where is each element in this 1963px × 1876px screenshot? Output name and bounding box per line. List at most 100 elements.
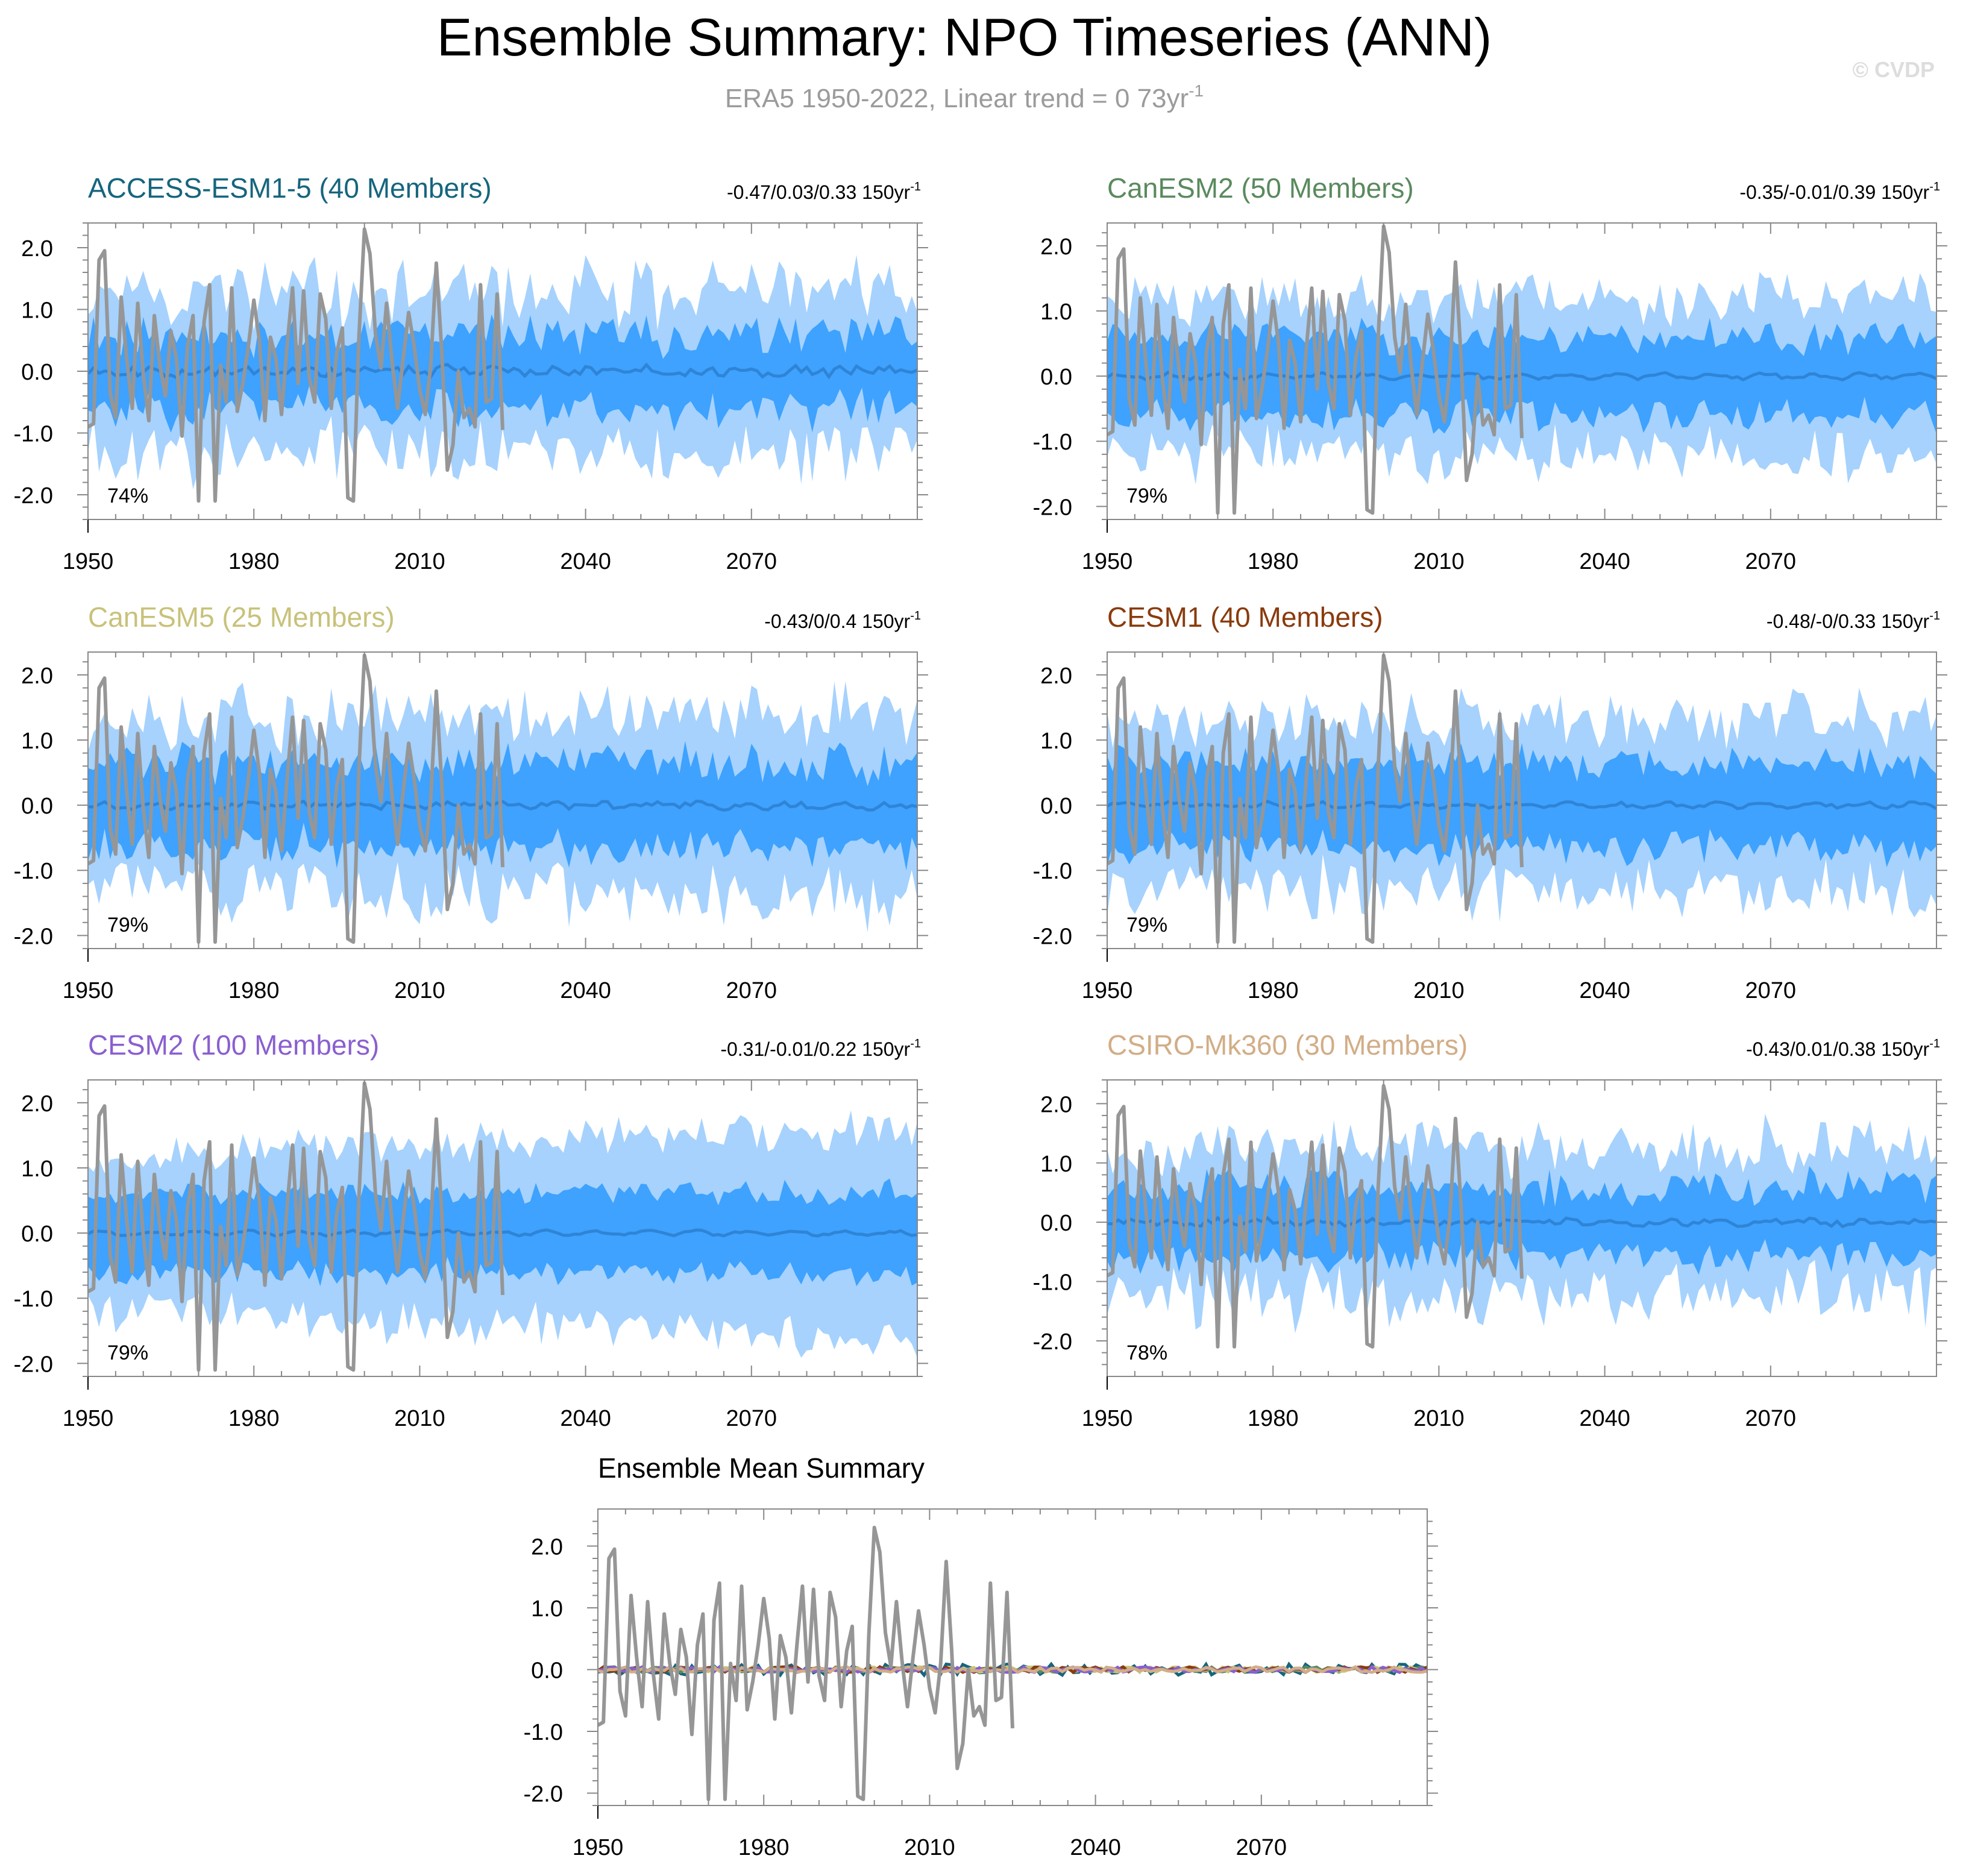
panel-trend: -0.31/-0.01/0.22 150yr-1 <box>720 1037 921 1060</box>
panel-trend-sup: -1 <box>1929 1037 1940 1050</box>
panel-pct-label: 79% <box>1126 914 1167 936</box>
y-tick-label: 0.0 <box>1040 794 1072 819</box>
x-tick-label: 1980 <box>228 978 280 1003</box>
x-tick-label: 1980 <box>1248 1406 1299 1431</box>
panel-title: CESM2 (100 Members) <box>88 1029 379 1061</box>
panel-title: Ensemble Mean Summary <box>598 1452 925 1484</box>
y-tick-label: -1.0 <box>14 422 53 447</box>
x-tick-label: 2040 <box>1579 1406 1630 1431</box>
panel-pct-label: 78% <box>1126 1341 1167 1364</box>
observed-line <box>88 653 504 944</box>
plot-area <box>598 1525 1427 1801</box>
x-tick-label: 2070 <box>1745 978 1797 1003</box>
figure-subtitle: ERA5 1950-2022, Linear trend = 0 73yr-1 <box>725 81 1204 113</box>
y-tick-label: 1.0 <box>1040 1152 1072 1177</box>
observed-line <box>1107 1084 1524 1349</box>
y-tick-label: -1.0 <box>14 859 53 884</box>
x-tick-label: 2040 <box>1070 1835 1121 1860</box>
panel-trend: -0.35/-0.01/0.39 150yr-1 <box>1739 180 1940 203</box>
x-tick-label: 2070 <box>1745 549 1797 574</box>
plot-area <box>1107 224 1936 515</box>
x-tick-label: 2010 <box>1413 1406 1465 1431</box>
panels-layer: 1950 1980 2010 2040 2070 2.0 1.0 0.0 -1.0 -2.0 ACC… <box>14 172 1947 1860</box>
y-tick-label: 0.0 <box>21 1222 53 1247</box>
y-tick-label: 0.0 <box>531 1658 563 1684</box>
panel-5: 1950 1980 2010 2040 2070 2.0 1.0 0.0 -1.0 -2.0 CSI… <box>1033 1029 1947 1431</box>
x-tick-label: 1950 <box>1082 1406 1133 1431</box>
y-tick-label: -1.0 <box>1033 430 1072 455</box>
x-tick-label: 2040 <box>560 1406 611 1431</box>
y-tick-label: 0.0 <box>21 360 53 385</box>
panel-trend-values: -0.43/0.01/0.38 150yr <box>1746 1038 1930 1060</box>
observed-line <box>88 227 504 503</box>
panel-trend-values: -0.48/-0/0.33 150yr <box>1767 610 1930 632</box>
y-tick-label: 2.0 <box>1040 1092 1072 1117</box>
panel-trend-sup: -1 <box>1929 180 1940 193</box>
y-tick-label: -2.0 <box>524 1782 563 1807</box>
y-tick-label: 2.0 <box>531 1535 563 1560</box>
x-tick-label: 1950 <box>63 1406 114 1431</box>
panel-trend-sup: -1 <box>910 180 921 193</box>
x-tick-label: 2070 <box>726 1406 777 1431</box>
y-tick-label: -2.0 <box>1033 1329 1072 1355</box>
x-tick-label: 2070 <box>1745 1406 1797 1431</box>
y-tick-label: -1.0 <box>1033 859 1072 884</box>
y-tick-label: 1.0 <box>531 1596 563 1622</box>
x-tick-label: 2010 <box>394 549 445 574</box>
y-tick-label: 1.0 <box>21 1156 53 1182</box>
x-tick-label: 1980 <box>1248 978 1299 1003</box>
y-tick-label: -2.0 <box>1033 495 1072 520</box>
x-tick-label: 2010 <box>394 978 445 1003</box>
y-tick-label: 0.0 <box>21 794 53 819</box>
plot-area <box>1107 653 1936 944</box>
x-tick-label: 2040 <box>560 978 611 1003</box>
x-tick-label: 1950 <box>63 978 114 1003</box>
panel-title: CESM1 (40 Members) <box>1107 601 1383 633</box>
x-tick-label: 2010 <box>1413 549 1465 574</box>
x-tick-label: 1980 <box>228 1406 280 1431</box>
panel-pct-label: 79% <box>107 914 148 936</box>
y-tick-label: 2.0 <box>1040 664 1072 689</box>
y-tick-label: -2.0 <box>1033 924 1072 949</box>
x-tick-label: 1980 <box>1248 549 1299 574</box>
panel-trend-sup: -1 <box>910 1037 921 1050</box>
observed-line <box>88 1081 504 1372</box>
x-tick-label: 1980 <box>228 549 280 574</box>
panel-trend-values: -0.31/-0.01/0.22 150yr <box>720 1038 910 1060</box>
plot-area <box>88 1081 917 1372</box>
x-tick-label: 2070 <box>726 978 777 1003</box>
panel-trend-sup: -1 <box>1929 609 1940 623</box>
y-tick-label: -2.0 <box>14 483 53 509</box>
panel-1: 1950 1980 2010 2040 2070 2.0 1.0 0.0 -1.0 -2.0 Can… <box>1033 172 1947 574</box>
panel-trend-sup: -1 <box>910 609 921 623</box>
panel-trend-values: -0.35/-0.01/0.39 150yr <box>1739 181 1929 203</box>
panel-title: CanESM5 (25 Members) <box>88 601 395 633</box>
x-tick-label: 2040 <box>560 549 611 574</box>
watermark: © CVDP <box>1852 57 1935 82</box>
plot-area <box>88 653 917 944</box>
x-tick-label: 1950 <box>573 1835 624 1860</box>
figure-title: Ensemble Summary: NPO Timeseries (ANN) <box>437 7 1492 67</box>
panel-pct-label: 79% <box>1126 485 1167 507</box>
x-tick-label: 2010 <box>904 1835 955 1860</box>
y-tick-label: 1.0 <box>21 729 53 754</box>
y-tick-label: -1.0 <box>524 1720 563 1745</box>
y-tick-label: -1.0 <box>14 1287 53 1312</box>
y-tick-label: 2.0 <box>1040 234 1072 260</box>
panel-2: 1950 1980 2010 2040 2070 2.0 1.0 0.0 -1.0 -2.0 Can… <box>14 601 928 1003</box>
panel-trend: -0.48/-0/0.33 150yr-1 <box>1767 609 1940 632</box>
panel-title: CSIRO-Mk360 (30 Members) <box>1107 1029 1468 1061</box>
panel-trend: -0.43/0.01/0.38 150yr-1 <box>1746 1037 1940 1060</box>
panel-trend: -0.47/0.03/0.33 150yr-1 <box>727 180 921 203</box>
panel-4: 1950 1980 2010 2040 2070 2.0 1.0 0.0 -1.0 -2.0 CES… <box>14 1029 928 1431</box>
y-tick-label: 1.0 <box>1040 729 1072 754</box>
y-tick-label: 2.0 <box>21 664 53 689</box>
x-tick-label: 2040 <box>1579 978 1630 1003</box>
panel-pct-label: 74% <box>107 485 148 507</box>
panel-6: 1950 1980 2010 2040 2070 2.0 1.0 0.0 -1.0 -2.0 Ens… <box>524 1452 1438 1860</box>
x-tick-label: 2070 <box>1236 1835 1287 1860</box>
y-tick-label: -2.0 <box>14 1352 53 1377</box>
plot-area <box>88 227 917 503</box>
x-tick-label: 1950 <box>1082 549 1133 574</box>
